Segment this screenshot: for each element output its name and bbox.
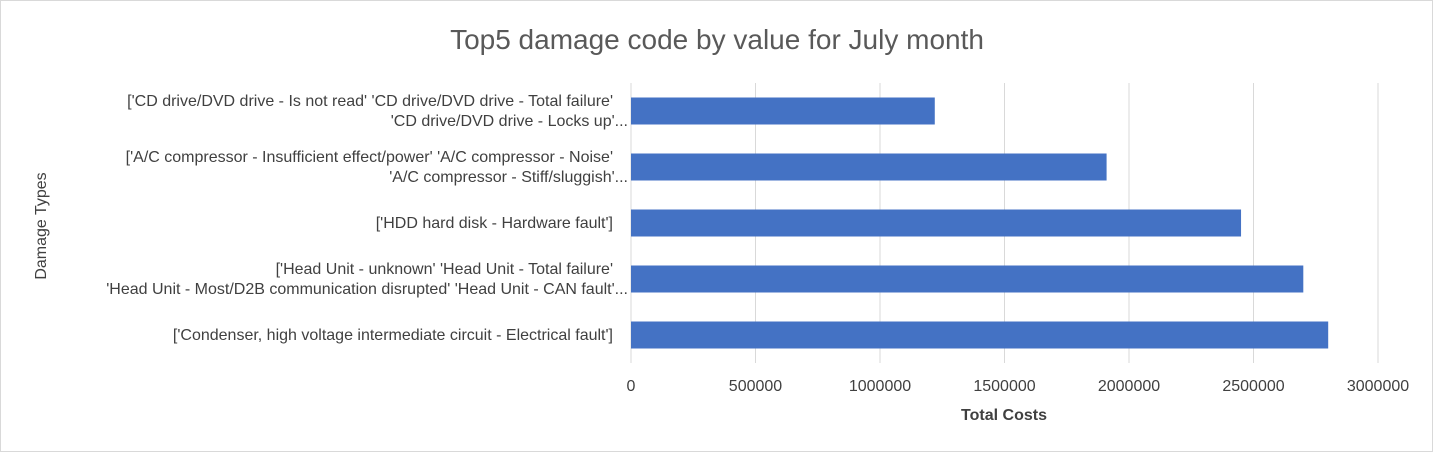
x-tick-label: 2000000 [1098, 378, 1160, 395]
x-tick-label: 0 [627, 378, 636, 395]
bar [631, 209, 1242, 237]
category-label-line: ['Condenser, high voltage intermediate c… [173, 327, 613, 344]
y-axis-title: Damage Types [33, 172, 50, 279]
bar [631, 97, 935, 125]
category-label: ['Condenser, high voltage intermediate c… [173, 327, 613, 344]
category-label-line: 'A/C compressor - Stiff/sluggish'... [389, 169, 628, 186]
category-label-line: ['HDD hard disk - Hardware fault'] [376, 215, 613, 232]
x-tick-label: 3000000 [1347, 378, 1409, 395]
category-labels: ['CD drive/DVD drive - Is not read' 'CD … [106, 93, 628, 344]
bar [631, 265, 1304, 293]
category-label-line: ['A/C compressor - Insufficient effect/p… [126, 149, 613, 166]
x-tick-label: 1500000 [973, 378, 1035, 395]
x-tick-label: 1000000 [849, 378, 911, 395]
category-label: ['A/C compressor - Insufficient effect/p… [126, 149, 628, 186]
chart-title: Top5 damage code by value for July month [450, 24, 984, 55]
bar [631, 153, 1107, 181]
category-label: ['Head Unit - unknown' 'Head Unit - Tota… [106, 261, 628, 298]
x-tick-label: 2500000 [1222, 378, 1284, 395]
x-axis-title: Total Costs [961, 407, 1047, 424]
category-label-line: 'Head Unit - Most/D2B communication disr… [106, 281, 628, 298]
category-label: ['CD drive/DVD drive - Is not read' 'CD … [127, 93, 628, 130]
category-label: ['HDD hard disk - Hardware fault'] [376, 215, 613, 232]
x-tick-label: 500000 [729, 378, 782, 395]
category-label-line: ['CD drive/DVD drive - Is not read' 'CD … [127, 93, 613, 110]
x-tick-labels: 0 500000 1000000 1500000 2000000 2500000 30000… [627, 378, 1410, 395]
bars [631, 97, 1329, 349]
category-label-line: 'CD drive/DVD drive - Locks up'... [391, 113, 628, 130]
category-label-line: ['Head Unit - unknown' 'Head Unit - Tota… [276, 261, 613, 278]
bar [631, 321, 1329, 349]
